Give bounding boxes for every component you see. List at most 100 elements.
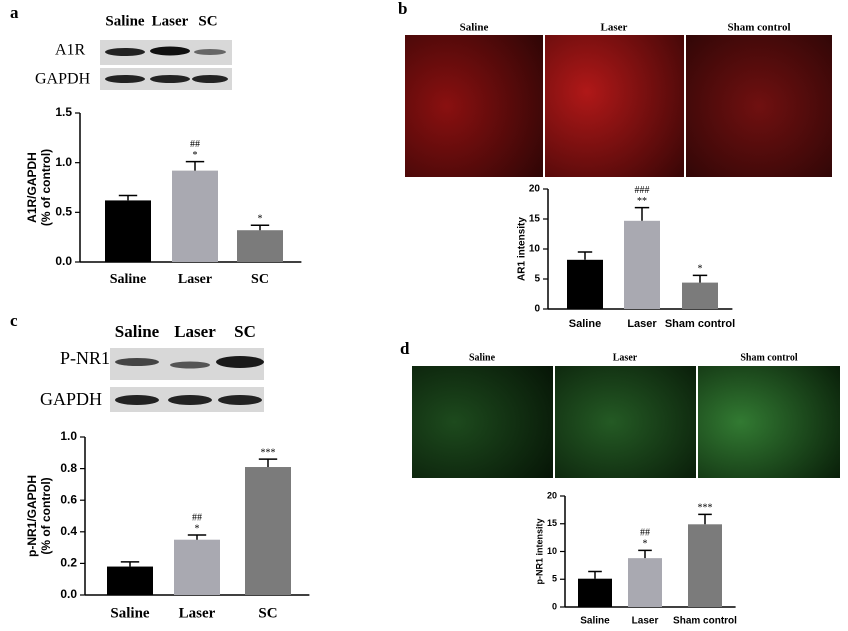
y-axis-label: (% of control) (39, 477, 53, 554)
blot-a (100, 40, 232, 90)
blot-row-label: P-NR1 (60, 348, 110, 368)
significance-mark: * (698, 264, 703, 275)
significance-mark: ## (190, 139, 200, 150)
bar (174, 539, 220, 595)
image-column-label: Saline (469, 352, 496, 363)
blot-column-label: Laser (152, 13, 189, 29)
x-tick-label: Sham control (673, 616, 737, 627)
y-axis-label: AR1 intensity (517, 217, 528, 281)
y-tick-label: 5 (534, 274, 540, 285)
y-tick-label: 1.0 (60, 429, 77, 443)
x-tick-label: Saline (110, 272, 147, 287)
significance-mark: ### (635, 185, 650, 196)
x-tick-label: Laser (627, 318, 657, 330)
panel-label: c (10, 311, 18, 330)
micrograph (686, 35, 832, 177)
error-bar (118, 194, 138, 201)
y-tick-label: 20 (547, 490, 557, 500)
blot-band (168, 395, 212, 405)
bar (107, 566, 153, 595)
y-tick-label: 10 (547, 546, 557, 556)
y-tick-label: 1.5 (55, 105, 72, 119)
blot-band (150, 46, 190, 56)
micrograph (545, 35, 684, 177)
x-tick-label: Laser (178, 272, 212, 287)
significance-mark: ## (640, 528, 650, 539)
micrographs-d (412, 366, 840, 478)
significance-mark: * (195, 523, 200, 534)
error-bar (250, 224, 270, 231)
image-column-label: Laser (613, 352, 638, 363)
blot-band (192, 75, 228, 83)
blot-band (194, 49, 226, 55)
panel-label: b (398, 0, 407, 18)
bar (688, 524, 722, 607)
blot-band (105, 48, 145, 56)
significance-mark: * (193, 150, 198, 161)
micrograph (405, 35, 543, 177)
y-tick-label: 1.0 (55, 155, 72, 169)
error-bar (634, 206, 650, 221)
blot-column-label: Laser (174, 322, 216, 341)
y-axis-label: p-NR1/GAPDH (25, 475, 39, 557)
micrograph (698, 366, 840, 478)
x-tick-label: Laser (179, 605, 216, 621)
y-tick-label: 0 (534, 304, 540, 315)
bar (624, 220, 660, 309)
error-bar (638, 549, 652, 559)
error-bar (187, 534, 207, 540)
micrographs-b (405, 35, 832, 177)
y-tick-label: 0.5 (55, 205, 72, 219)
image-column-label: Sham control (740, 352, 798, 363)
y-tick-label: 0.2 (60, 556, 77, 570)
blot-band (115, 395, 159, 405)
y-tick-label: 0.8 (60, 461, 77, 475)
blot-column-label: SC (234, 322, 256, 341)
x-tick-label: Saline (569, 318, 601, 330)
y-axis-label: (% of control) (39, 149, 53, 226)
blot-band (218, 395, 262, 405)
y-axis-label: A1R/GAPDH (25, 152, 39, 223)
error-bar (588, 570, 602, 579)
error-bar (698, 513, 712, 525)
y-tick-label: 0.6 (60, 492, 77, 506)
x-tick-label: Saline (110, 605, 150, 621)
y-tick-label: 15 (547, 518, 557, 528)
blot-row-label: A1R (55, 42, 86, 59)
panel-label: d (400, 339, 410, 358)
y-tick-label: 20 (529, 184, 541, 195)
y-tick-label: 0.0 (60, 587, 77, 601)
x-tick-label: Sham control (665, 318, 735, 330)
blot-band (105, 75, 145, 83)
y-tick-label: 0.0 (55, 254, 72, 268)
blot-band (115, 358, 159, 366)
y-tick-label: 0.4 (60, 524, 77, 538)
bar (172, 170, 218, 262)
y-tick-label: 10 (529, 244, 541, 255)
error-bar (692, 274, 708, 283)
blot-row-label: GAPDH (35, 71, 91, 88)
x-tick-label: Laser (632, 616, 659, 627)
bar (245, 467, 291, 595)
y-tick-label: 0 (552, 601, 557, 611)
bar (105, 200, 151, 262)
blot-row-label: GAPDH (40, 389, 102, 409)
bar (628, 558, 662, 607)
image-column-label: Saline (460, 22, 489, 34)
blot-band (150, 75, 190, 83)
blot-band (170, 361, 210, 369)
bar (578, 578, 612, 607)
blot-column-label: Saline (105, 13, 145, 29)
significance-mark: ** (637, 196, 647, 207)
significance-mark: *** (261, 447, 276, 458)
image-column-label: Laser (601, 22, 628, 34)
bar (682, 282, 718, 309)
x-tick-label: Saline (580, 616, 610, 627)
y-tick-label: 5 (552, 574, 557, 584)
y-axis-label: p-NR1 intensity (534, 518, 544, 584)
error-bar (120, 561, 140, 567)
significance-mark: ## (192, 512, 202, 523)
blot-column-label: SC (198, 13, 217, 29)
x-tick-label: SC (251, 272, 269, 287)
